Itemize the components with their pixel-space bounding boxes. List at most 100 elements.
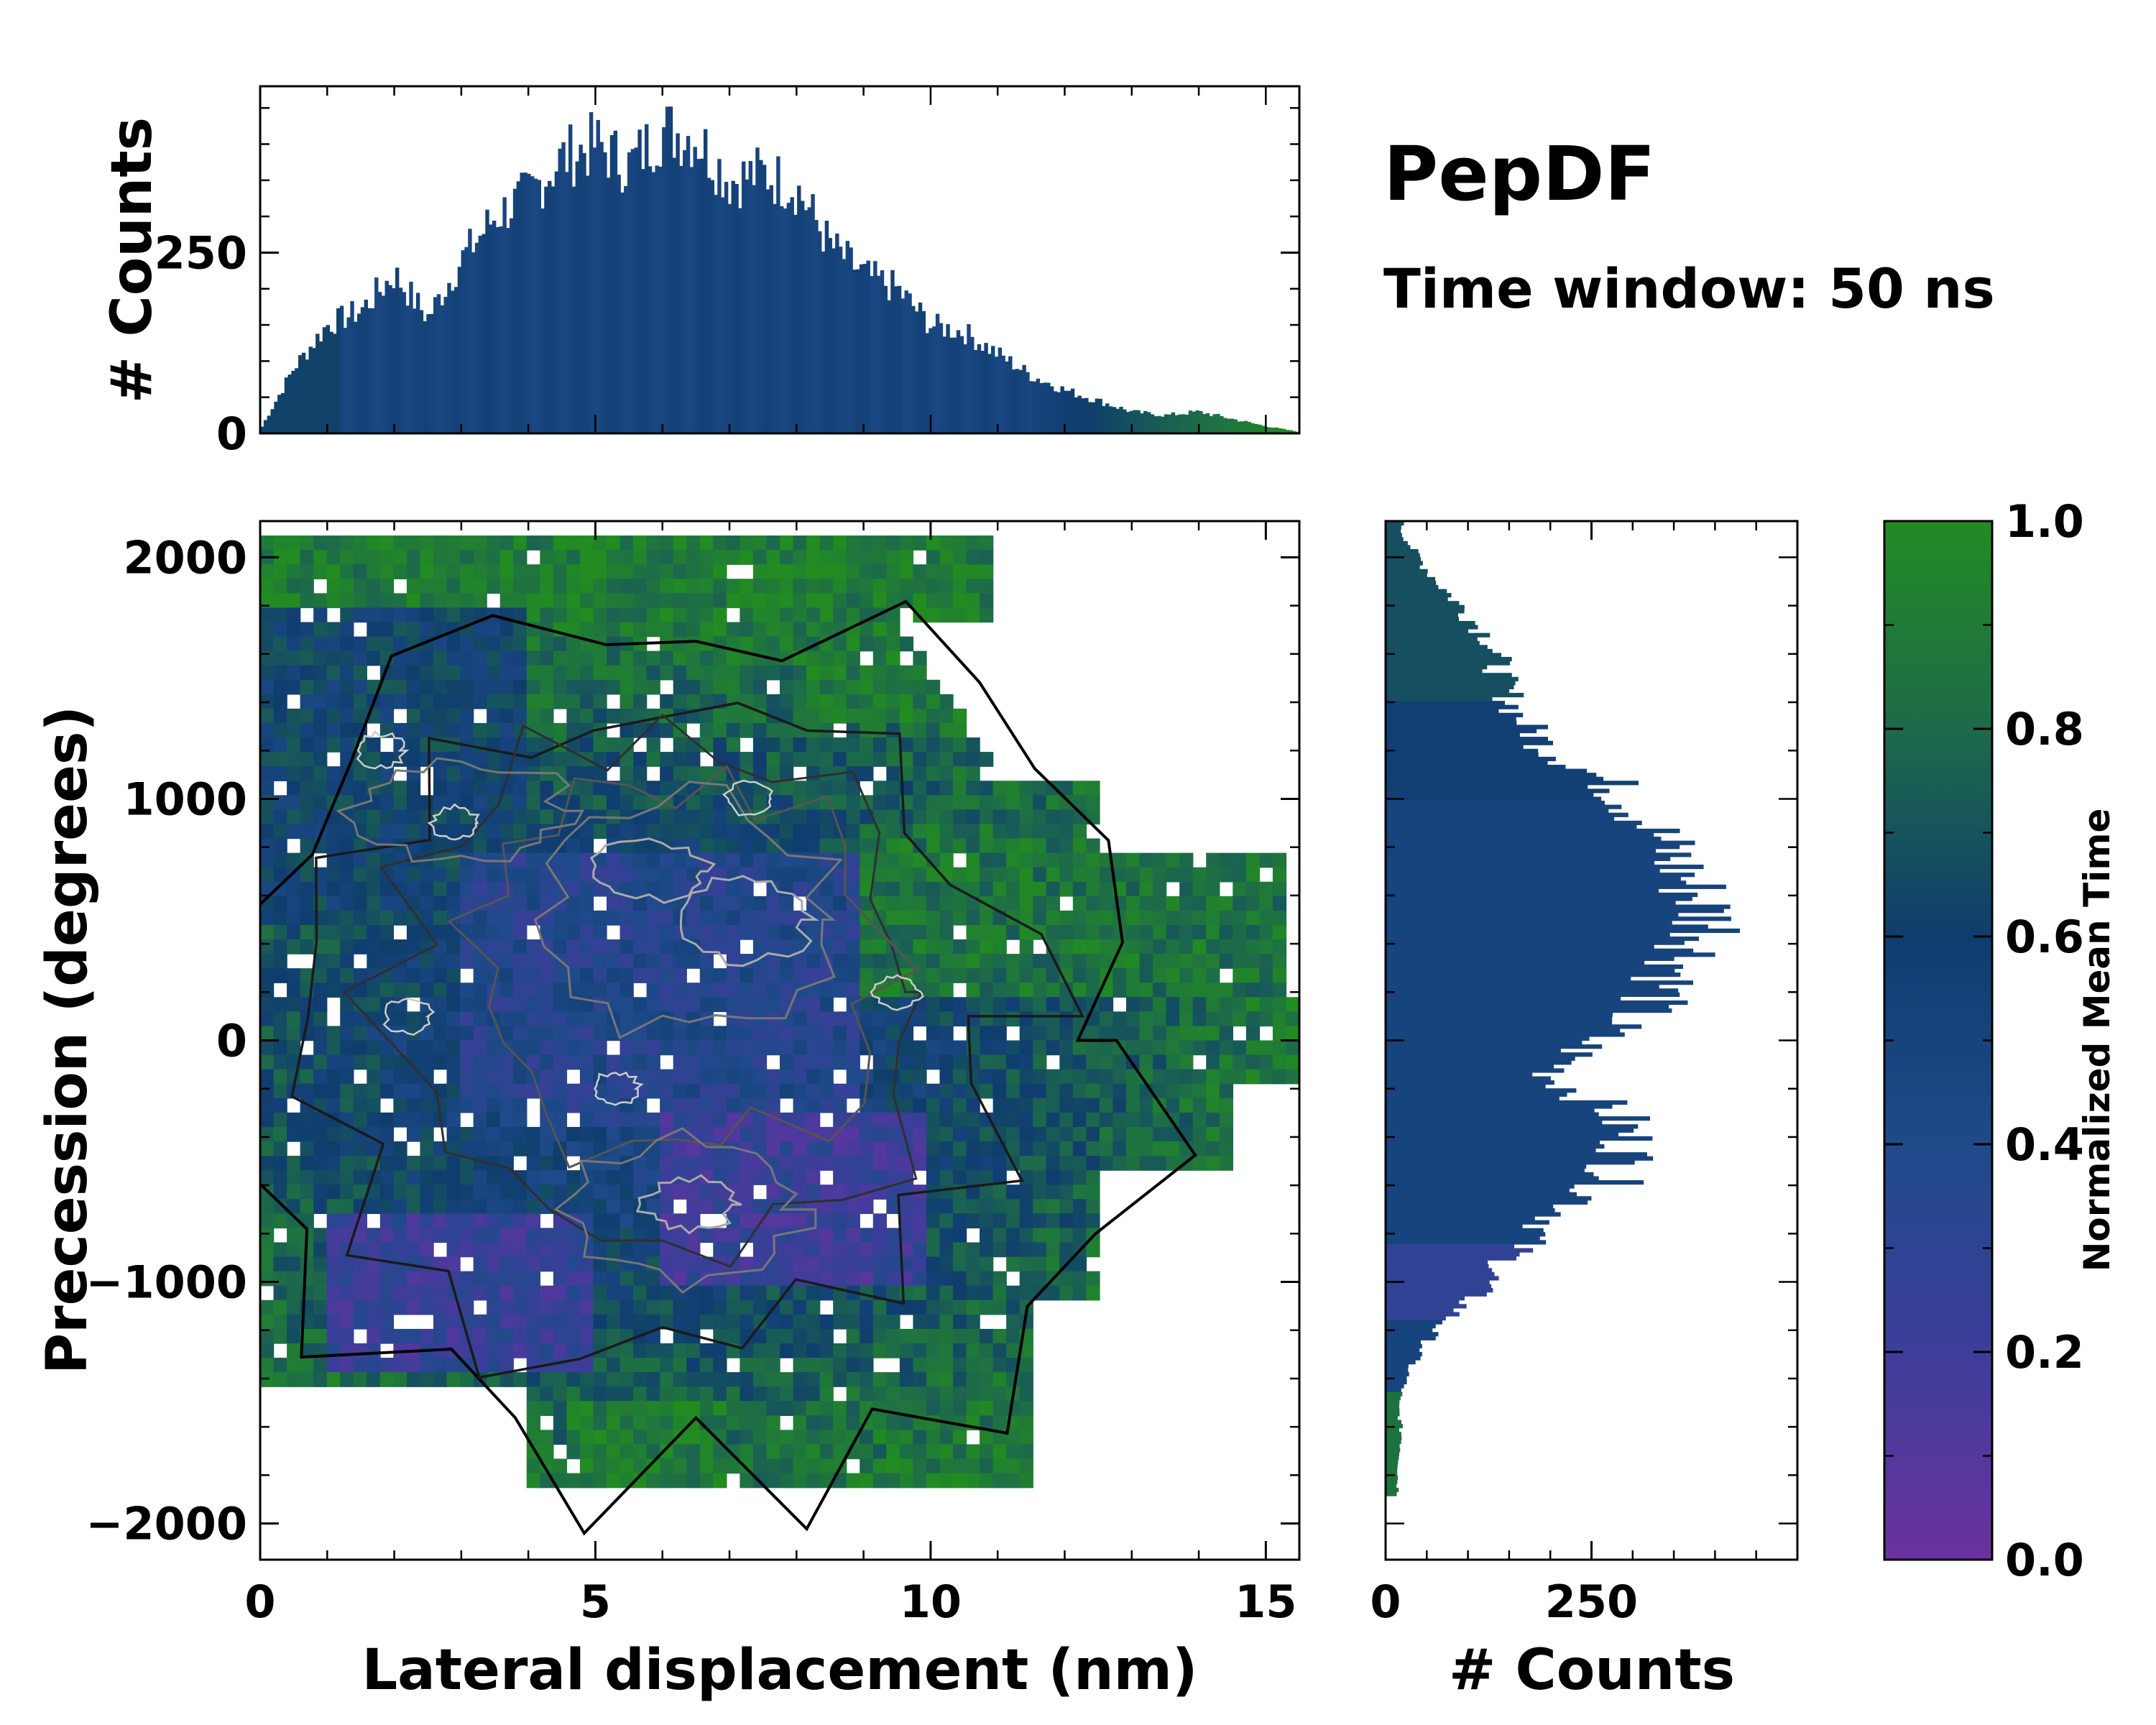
- heatmap-cell: [446, 1011, 461, 1027]
- heatmap-cell: [860, 1156, 874, 1171]
- heatmap-cell: [406, 722, 421, 738]
- heatmap-cell: [619, 766, 634, 781]
- top-histogram-bar: [499, 226, 503, 433]
- heatmap-cell: [460, 1098, 474, 1113]
- top-histogram-bar: [474, 242, 479, 433]
- heatmap-cell: [513, 694, 528, 709]
- heatmap-cell: [473, 867, 487, 883]
- heatmap-cell: [1219, 939, 1234, 954]
- heatmap-cell: [287, 896, 301, 911]
- heatmap-cell: [819, 1285, 834, 1301]
- heatmap-cell: [619, 1314, 634, 1330]
- heatmap-cell: [1006, 968, 1021, 983]
- heatmap-cell: [926, 852, 941, 868]
- heatmap-cell: [886, 924, 900, 940]
- heatmap-cell: [406, 896, 421, 911]
- heatmap-cell: [287, 550, 301, 565]
- heatmap-cell: [766, 1430, 780, 1445]
- heatmap-cell: [287, 1372, 301, 1387]
- heatmap-cell: [726, 910, 741, 926]
- top-histogram-bar: [326, 325, 330, 433]
- heatmap-cell: [913, 1083, 927, 1099]
- heatmap-cell: [899, 867, 914, 883]
- heatmap-cell: [553, 968, 568, 983]
- heatmap-cell: [1112, 852, 1127, 868]
- heatmap-cell: [726, 1430, 741, 1445]
- heatmap-cell: [819, 1098, 834, 1113]
- heatmap-cell: [1072, 910, 1087, 926]
- heatmap-cell: [487, 1228, 501, 1243]
- heatmap-cell: [499, 1126, 514, 1142]
- top-histogram-bar: [984, 343, 988, 433]
- right-histogram-bar: [1386, 1443, 1400, 1448]
- top-histogram-bar: [814, 219, 819, 433]
- heatmap-cell: [340, 1126, 354, 1142]
- top-histogram-bar: [648, 166, 653, 433]
- right-histogram-bar: [1386, 589, 1447, 594]
- heatmap-cell: [1126, 983, 1141, 998]
- heatmap-cell: [313, 737, 328, 753]
- heatmap-cell: [913, 1098, 927, 1113]
- heatmap-cell: [833, 1358, 847, 1373]
- heatmap-cell: [340, 1141, 354, 1156]
- heatmap-cell: [966, 1141, 980, 1156]
- right-histogram-bar: [1386, 1384, 1404, 1389]
- heatmap-cell: [433, 1054, 448, 1070]
- heatmap-cell: [1192, 1156, 1207, 1171]
- heatmap-cell: [526, 1170, 541, 1185]
- right-histogram-bar: [1386, 1435, 1402, 1440]
- heatmap-cell: [699, 593, 714, 609]
- heatmap-cell: [393, 1112, 407, 1128]
- heatmap-cell: [1046, 997, 1061, 1013]
- heatmap-cell: [646, 1170, 660, 1185]
- heatmap-cell: [1006, 1242, 1021, 1258]
- heatmap-cell: [406, 1083, 421, 1099]
- right-histogram-bar: [1386, 1352, 1422, 1357]
- heatmap-cell: [273, 1098, 287, 1113]
- heatmap-cell: [446, 1098, 461, 1113]
- heatmap-cell: [367, 983, 381, 998]
- heatmap-cell: [793, 1314, 807, 1330]
- heatmap-cell: [1019, 1112, 1033, 1128]
- heatmap-cell: [460, 1054, 474, 1070]
- heatmap-cell: [579, 867, 594, 883]
- heatmap-cell: [633, 1343, 648, 1358]
- heatmap-cell: [499, 1300, 514, 1315]
- heatmap-cell: [780, 968, 794, 983]
- heatmap-cell: [487, 1358, 501, 1373]
- heatmap-cell: [1019, 1040, 1033, 1056]
- heatmap-cell: [953, 1141, 967, 1156]
- heatmap-cell: [660, 1386, 674, 1402]
- heatmap-cell: [287, 852, 301, 868]
- heatmap-cell: [646, 1054, 660, 1070]
- heatmap-cell: [566, 1228, 581, 1243]
- heatmap-cell: [473, 983, 487, 998]
- heatmap-cell: [819, 622, 834, 638]
- heatmap-cell: [420, 722, 434, 738]
- heatmap-cell: [526, 896, 541, 911]
- heatmap-cell: [846, 679, 860, 695]
- heatmap-cell: [846, 1314, 860, 1330]
- heatmap-cell: [633, 954, 648, 969]
- right-histogram-bar: [1386, 620, 1475, 626]
- heatmap-cell: [992, 1458, 1007, 1474]
- right-histogram-bar: [1386, 1335, 1436, 1340]
- heatmap-cell: [673, 1458, 687, 1474]
- heatmap-cell: [340, 564, 354, 579]
- heatmap-cell: [593, 910, 607, 926]
- heatmap-cell: [540, 1040, 554, 1056]
- heatmap-cell: [406, 593, 421, 609]
- heatmap-cell: [833, 1415, 847, 1431]
- heatmap-cell: [980, 809, 994, 825]
- heatmap-cell: [273, 1314, 287, 1330]
- heatmap-cell: [886, 809, 900, 825]
- heatmap-cell: [726, 1011, 741, 1027]
- heatmap-cell: [579, 1415, 594, 1431]
- right-histogram-bar: [1386, 640, 1480, 645]
- heatmap-cell: [646, 1271, 660, 1287]
- right-histogram-bar: [1386, 1180, 1644, 1185]
- heatmap-cell: [499, 983, 514, 998]
- heatmap-cell: [633, 1126, 648, 1142]
- heatmap-cell: [313, 708, 328, 724]
- right-histogram-bar: [1386, 629, 1469, 634]
